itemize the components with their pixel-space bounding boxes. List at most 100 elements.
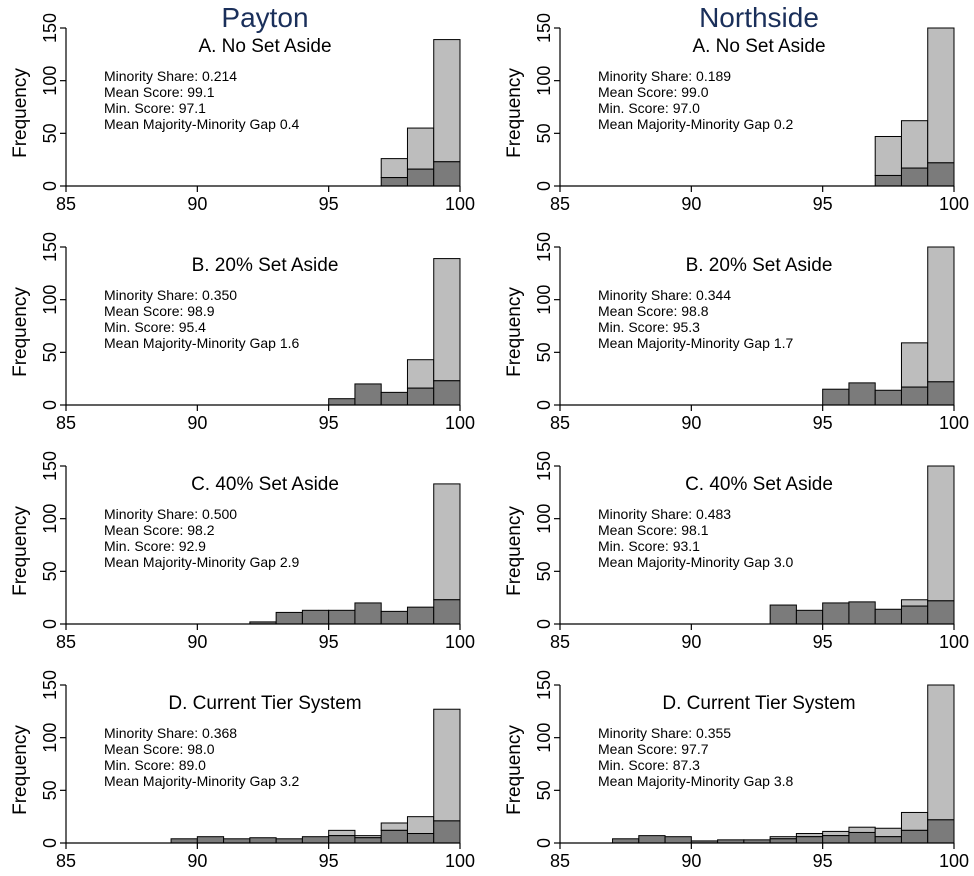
y-tick-label: 50 — [40, 780, 60, 800]
bar-total — [406, 816, 435, 835]
bar-total — [874, 827, 902, 838]
panel-annotation: Minority Share: 0.500 — [104, 506, 237, 522]
panel-annotation: Mean Score: 98.2 — [104, 522, 215, 538]
x-tick-label: 90 — [187, 851, 207, 871]
bar-total — [927, 465, 955, 602]
y-tick-label: 0 — [40, 400, 60, 410]
y-tick-label: 50 — [534, 123, 554, 143]
bar-minority — [638, 835, 666, 844]
x-tick-label: 85 — [56, 851, 76, 871]
bar-total — [433, 39, 461, 163]
bar-total — [927, 684, 955, 821]
y-tick-label: 100 — [534, 66, 554, 96]
panel-annotation: Min. Score: 92.9 — [104, 538, 206, 554]
bar-minority — [769, 604, 797, 625]
x-tick-label: 100 — [939, 632, 969, 652]
x-tick-label: 90 — [187, 194, 207, 214]
bar-total — [874, 135, 902, 176]
panel-title: C. 40% Set Aside — [191, 474, 339, 495]
bar-minority — [301, 609, 330, 625]
x-tick-label: 100 — [939, 851, 969, 871]
x-tick-label: 95 — [319, 194, 339, 214]
bar-minority — [406, 833, 435, 844]
y-tick-label: 100 — [534, 723, 554, 753]
y-axis-label: Frequency — [504, 68, 525, 158]
bar-total — [406, 359, 435, 389]
x-tick-label: 90 — [187, 413, 207, 433]
x-tick-label: 100 — [445, 851, 475, 871]
bar-total — [433, 258, 461, 382]
x-tick-label: 90 — [681, 851, 701, 871]
bar-minority — [874, 608, 902, 625]
panel-annotation: Mean Majority-Minority Gap 0.4 — [104, 116, 300, 132]
panel-annotation: Minority Share: 0.355 — [598, 725, 731, 741]
bar-minority — [328, 398, 356, 406]
bar-total — [433, 483, 461, 601]
bar-minority — [354, 383, 382, 406]
y-tick-label: 0 — [534, 619, 554, 629]
bar-minority — [406, 168, 435, 187]
bar-minority — [795, 609, 824, 625]
y-tick-label: 50 — [534, 561, 554, 581]
bar-total — [900, 599, 929, 607]
y-axis-label: Frequency — [504, 506, 525, 596]
panel-annotation: Min. Score: 97.1 — [104, 100, 206, 116]
panel-annotation: Minority Share: 0.189 — [598, 68, 731, 84]
y-tick-label: 100 — [40, 723, 60, 753]
panel-annotation: Mean Majority-Minority Gap 3.0 — [598, 554, 794, 570]
panel-annotation: Mean Majority-Minority Gap 0.2 — [598, 116, 794, 132]
bar-total — [406, 127, 435, 170]
y-axis-label: Frequency — [10, 725, 31, 815]
panel-0-2: 85 90 95 100 0 50 100 150 Frequency C. 40% Set As… — [10, 451, 475, 652]
y-tick-label: 150 — [534, 232, 554, 262]
y-tick-label: 150 — [40, 451, 60, 481]
bar-minority — [380, 829, 408, 844]
y-tick-label: 150 — [534, 451, 554, 481]
bar-minority — [822, 835, 850, 844]
panel-annotation: Mean Score: 99.1 — [104, 84, 215, 100]
bar-minority — [874, 174, 902, 187]
panel-1-1: 85 90 95 100 0 50 100 150 Frequency B. 20% Set As… — [504, 232, 969, 433]
y-tick-label: 150 — [534, 13, 554, 43]
y-tick-label: 50 — [534, 342, 554, 362]
panel-annotation: Minority Share: 0.214 — [104, 68, 237, 84]
y-tick-label: 50 — [534, 780, 554, 800]
panel-annotation: Mean Score: 97.7 — [598, 741, 709, 757]
x-tick-label: 85 — [56, 194, 76, 214]
x-tick-label: 95 — [813, 413, 833, 433]
panel-title: C. 40% Set Aside — [685, 474, 833, 495]
y-axis-label: Frequency — [10, 68, 31, 158]
bar-minority — [275, 838, 303, 844]
panel-annotation: Minority Share: 0.350 — [104, 287, 237, 303]
bar-minority — [223, 838, 251, 844]
panel-1-3: 85 90 95 100 0 50 100 150 Frequency D. Current Ti… — [504, 670, 969, 871]
bar-minority — [874, 836, 902, 844]
bar-minority — [170, 838, 198, 844]
y-tick-label: 100 — [40, 504, 60, 534]
x-tick-label: 95 — [813, 851, 833, 871]
bar-total — [900, 342, 929, 388]
bar-minority — [433, 599, 461, 625]
bar-minority — [406, 606, 435, 625]
panel-annotation: Mean Majority-Minority Gap 1.7 — [598, 335, 794, 351]
bar-minority — [848, 382, 876, 406]
panel-annotation: Min. Score: 89.0 — [104, 757, 206, 773]
bar-minority — [822, 602, 850, 625]
x-tick-label: 85 — [550, 632, 570, 652]
y-tick-label: 50 — [40, 561, 60, 581]
x-tick-label: 100 — [939, 194, 969, 214]
bar-total — [380, 822, 408, 831]
bar-total — [380, 158, 408, 179]
x-tick-label: 95 — [319, 851, 339, 871]
bar-minority — [848, 831, 876, 844]
panel-1-2: 85 90 95 100 0 50 100 150 Frequency C. 40% Set As… — [504, 451, 969, 652]
bar-minority — [301, 836, 330, 844]
y-tick-label: 100 — [534, 285, 554, 315]
panel-annotation: Minority Share: 0.344 — [598, 287, 731, 303]
panel-annotation: Min. Score: 87.3 — [598, 757, 700, 773]
x-tick-label: 90 — [187, 632, 207, 652]
y-tick-label: 0 — [534, 181, 554, 191]
x-tick-label: 100 — [445, 632, 475, 652]
panel-annotation: Mean Majority-Minority Gap 1.6 — [104, 335, 300, 351]
x-tick-label: 85 — [56, 413, 76, 433]
